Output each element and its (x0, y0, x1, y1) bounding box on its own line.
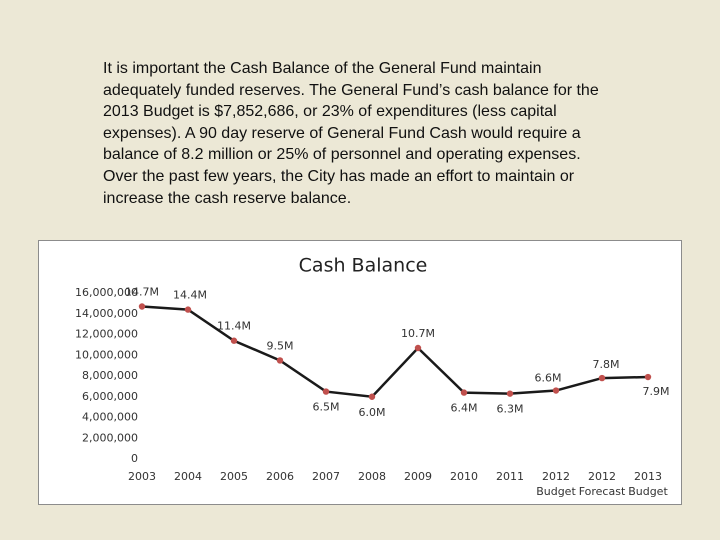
x-tick-label: 2013 Budget (628, 470, 668, 498)
data-label: 7.8M (593, 358, 620, 371)
data-label: 11.4M (217, 320, 251, 333)
y-tick-label: 10,000,000 (75, 348, 138, 361)
x-tick-label: 2012 Budget (536, 470, 576, 498)
marker (138, 303, 146, 310)
marker (506, 390, 514, 397)
data-label: 9.5M (267, 339, 294, 352)
marker (460, 389, 468, 396)
x-tick-label: 2010 (450, 470, 478, 483)
line (141, 305, 649, 399)
x-tick-label: 2011 (496, 470, 524, 483)
marker (276, 357, 284, 364)
chart: Cash Balance 0 2,000,000 4,000,000 6,000,00… (75, 255, 670, 499)
x-tick-label: 2004 (174, 470, 202, 483)
data-label: 10.7M (401, 327, 435, 340)
data-label: 6.6M (535, 372, 562, 385)
marker (368, 393, 376, 400)
marker (598, 374, 606, 382)
y-tick-label: 14,000,000 (75, 307, 138, 320)
y-tick-label: 4,000,000 (82, 411, 138, 424)
x-tick-label: 2005 (220, 470, 248, 483)
marker (184, 306, 192, 313)
marker (552, 387, 560, 394)
x-tick-label: 2007 (312, 470, 340, 483)
y-tick-label: 16,000,000 (75, 286, 138, 299)
y-tick-label: 0 (131, 452, 138, 465)
data-label: 6.3M (497, 403, 524, 416)
data-label: 7.9M (643, 385, 670, 398)
marker (322, 388, 330, 395)
y-tick-label: 2,000,000 (82, 431, 138, 444)
marker (230, 337, 238, 344)
chart-title: Cash Balance (299, 255, 428, 277)
x-tick-label: 2009 (404, 470, 432, 483)
data-label: 6.5M (313, 401, 340, 414)
chart-box: Cash Balance 0 2,000,000 4,000,000 6,000,00… (38, 240, 682, 505)
y-tick-label: 8,000,000 (82, 369, 138, 382)
x-tick-label: 2012 Forecast (579, 470, 626, 498)
marker (414, 344, 422, 352)
paragraph: It is important the Cash Balance of the … (103, 60, 599, 207)
marker (644, 373, 652, 381)
x-tick-label: 2008 (358, 470, 386, 483)
x-tick-label: 2006 (266, 470, 294, 483)
y-tick-label: 12,000,000 (75, 328, 138, 341)
x-tick-label: 2003 (128, 470, 156, 483)
data-label: 14.4M (173, 289, 207, 302)
y-tick-label: 6,000,000 (82, 390, 138, 403)
data-label: 6.4M (451, 402, 478, 415)
data-label: 14.7M (125, 285, 159, 298)
data-label: 6.0M (359, 406, 386, 419)
